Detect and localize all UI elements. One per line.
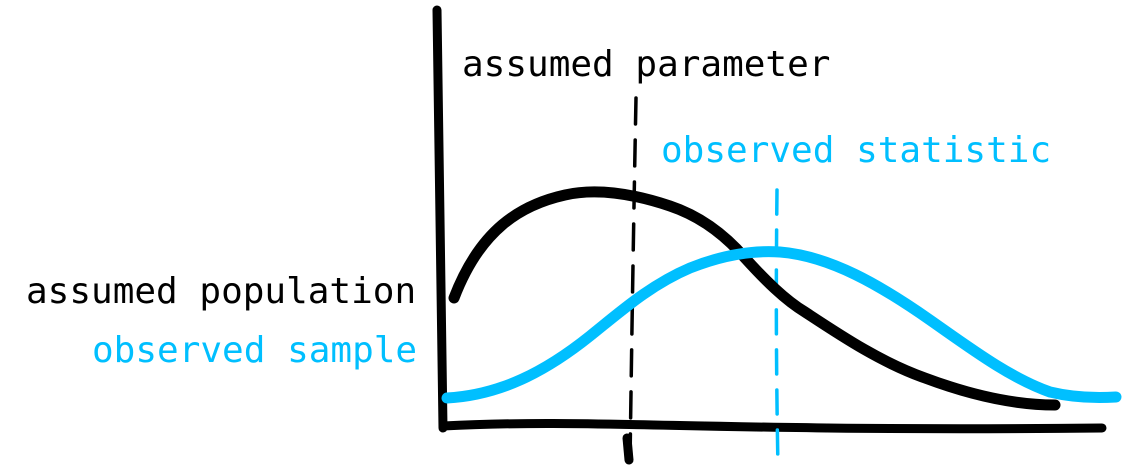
assumed-parameter-label: assumed parameter: [462, 44, 831, 85]
observed-statistic-line: [774, 188, 780, 470]
assumed-parameter-tick: [622, 433, 634, 465]
y-axis: [432, 5, 448, 433]
observed-sample-label: observed sample: [92, 330, 418, 371]
assumed-parameter-line: [628, 96, 638, 464]
x-axis: [438, 418, 1107, 434]
observed-sample-curve: [441, 246, 1122, 404]
observed-statistic-label: observed statistic: [661, 130, 1052, 171]
assumed-population-label: assumed population: [26, 271, 417, 312]
